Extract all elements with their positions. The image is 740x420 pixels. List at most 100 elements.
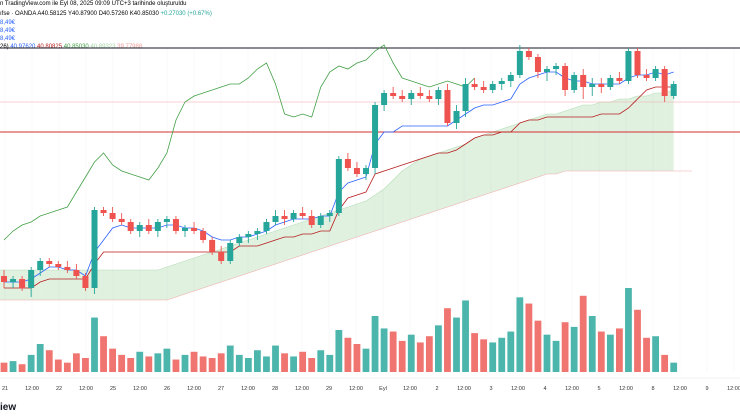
candle — [507, 72, 514, 87]
candle-body — [227, 243, 234, 261]
ichimoku-cloud-segment — [293, 222, 303, 258]
tradingview-brand: iew — [0, 402, 17, 413]
candle — [652, 66, 659, 81]
candle — [426, 90, 433, 102]
ichimoku-cloud-segment — [664, 90, 674, 171]
candle — [571, 72, 578, 93]
ichimoku-cloud-segment — [438, 150, 448, 210]
candle — [272, 210, 279, 225]
volume-bar — [0, 362, 8, 372]
candle — [643, 69, 650, 81]
candle — [100, 207, 107, 216]
volume-bar — [670, 362, 678, 372]
candle — [544, 66, 550, 81]
ohlc-low: D40.57260 — [98, 11, 129, 17]
candle-body — [598, 84, 605, 87]
volume-bar — [498, 337, 506, 372]
candle-body — [643, 75, 650, 78]
candle — [191, 222, 198, 234]
candle-body — [182, 228, 188, 231]
x-tick-label: 12:00 — [241, 386, 255, 392]
ichimoku-cloud-segment — [592, 102, 602, 171]
candle-body — [64, 267, 71, 270]
volume-bar — [9, 361, 17, 372]
ichimoku-cloud-segment — [556, 111, 566, 174]
ichimoku-cloud-segment — [519, 120, 529, 183]
candle-body — [525, 51, 532, 57]
x-tick-label: 12:00 — [619, 386, 633, 392]
candle — [335, 156, 342, 216]
volume-bar — [226, 345, 234, 372]
candle-body — [607, 78, 614, 87]
candle-body — [218, 252, 225, 261]
volume-bar — [208, 358, 216, 372]
candle — [381, 90, 388, 111]
ichimoku-cloud-segment — [266, 231, 276, 267]
volume-bar — [36, 344, 44, 372]
candle-body — [154, 222, 161, 231]
volume-bar — [398, 340, 406, 372]
candle — [236, 234, 243, 246]
ichimoku-cloud-segment — [0, 270, 4, 300]
candle — [453, 105, 460, 129]
ichimoku-cloud-segment — [112, 270, 122, 300]
snapshot-caption: n TradingView.com ile Eyl 08, 2025 09:09… — [0, 1, 187, 7]
candle — [163, 216, 170, 228]
ichimoku-value-2: 40.85030 — [62, 44, 89, 50]
ichimoku-legend: 26) 40.97620 40.80825 40.85030 40.89323 … — [0, 43, 142, 51]
candle-body — [263, 222, 270, 231]
candle — [245, 231, 252, 243]
candle-body — [335, 159, 342, 213]
candle-body — [200, 231, 207, 240]
candle — [607, 75, 614, 90]
ichimoku-cloud-segment — [565, 108, 575, 171]
candle-body — [670, 84, 677, 96]
candle-body — [326, 213, 333, 216]
ohlc-close: K40.85030 — [129, 11, 159, 17]
ichimoku-cloud-segment — [139, 270, 149, 300]
candle-body — [444, 90, 451, 123]
candle-body — [390, 93, 397, 96]
volume-bar — [389, 331, 397, 372]
ichimoku-cloud-segment — [275, 228, 285, 264]
ichimoku-cloud-segment — [637, 96, 647, 171]
candle — [127, 219, 134, 234]
candle — [408, 90, 415, 105]
x-tick-label: 21 — [2, 386, 8, 392]
candle-body — [544, 69, 550, 72]
ichimoku-cloud-segment — [185, 258, 195, 294]
volume-bar — [63, 362, 71, 372]
candle-body — [109, 213, 116, 219]
candle-body — [534, 57, 541, 72]
pct-line-1: 8,49€ — [0, 20, 16, 26]
x-tick-label: 12:00 — [457, 386, 471, 392]
ichimoku-cloud-segment — [402, 165, 412, 222]
candle — [670, 81, 677, 99]
volume-bar — [154, 353, 162, 372]
volume-bar — [127, 358, 135, 372]
ichimoku-cloud-segment — [338, 207, 348, 243]
candle-body — [118, 219, 125, 222]
ichimoku-cloud-segment — [483, 132, 493, 195]
volume-bar — [480, 339, 488, 372]
volume-bar — [344, 337, 352, 372]
ichimoku-cloud-segment — [628, 96, 638, 171]
ichimoku-cloud-segment — [49, 270, 59, 300]
volume-bar — [73, 353, 80, 372]
ichimoku-cloud-segment — [474, 135, 484, 198]
volume-bar — [45, 350, 53, 372]
volume-bar — [561, 322, 569, 372]
candle-body — [363, 168, 369, 174]
candle-body — [462, 84, 469, 111]
x-tick-label: 28 — [272, 386, 278, 392]
candle — [399, 90, 406, 102]
volume-bar — [625, 288, 632, 372]
ichimoku-cloud-segment — [547, 114, 557, 174]
candle-body — [37, 261, 44, 270]
candle-body — [82, 276, 89, 288]
volume-bar — [91, 317, 98, 372]
candle-body — [19, 279, 26, 288]
candle — [209, 237, 216, 255]
ichimoku-cloud-segment — [13, 270, 23, 300]
